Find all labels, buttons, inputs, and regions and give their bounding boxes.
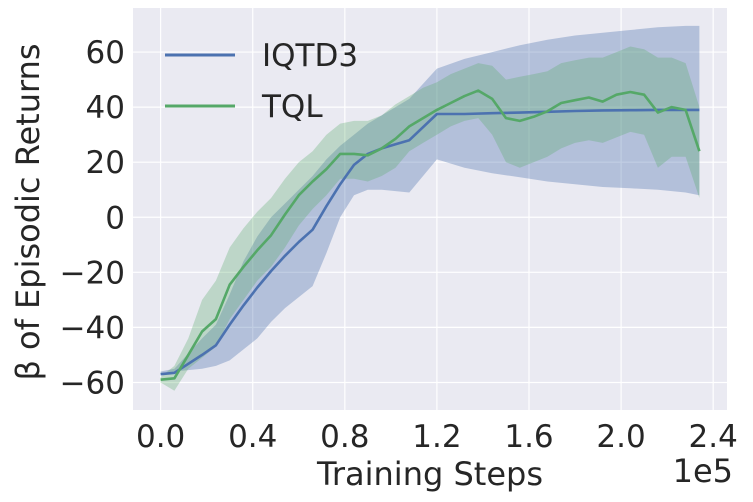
y-tick-label: −40 — [60, 310, 125, 346]
x-axis-ticks: 0.0 0.4 0.8 1.2 1.6 2.0 2.4 — [136, 419, 738, 455]
confidence-bands — [160, 25, 700, 391]
x-tick-label: 0.0 — [136, 419, 185, 455]
series-lines — [160, 89, 701, 381]
y-axis-ticks: −60 −40 −20 0 20 40 60 — [60, 35, 125, 401]
x-axis-offset-label: 1e5 — [673, 452, 733, 490]
y-tick-label: −60 — [60, 365, 125, 401]
x-tick-label: 2.4 — [689, 419, 738, 455]
y-axis-label: β of Episodic Returns — [9, 43, 47, 380]
band-tql — [160, 46, 700, 391]
y-tick-label: 60 — [86, 35, 125, 71]
legend: IQTD3 TQL — [165, 38, 358, 125]
legend-label-iqtd3: IQTD3 — [262, 38, 358, 74]
x-tick-label: 1.2 — [412, 419, 461, 455]
x-tick-label: 1.6 — [504, 419, 553, 455]
y-tick-label: 0 — [105, 200, 125, 236]
y-tick-label: 20 — [86, 145, 125, 181]
grid — [133, 8, 727, 410]
x-tick-label: 0.4 — [228, 419, 277, 455]
x-tick-label: 0.8 — [320, 419, 369, 455]
legend-label-tql: TQL — [261, 89, 323, 125]
y-tick-label: 40 — [86, 90, 125, 126]
y-tick-label: −20 — [60, 255, 125, 291]
line-tql — [160, 89, 701, 381]
band-iqtd3 — [160, 25, 700, 375]
x-axis-label: Training Steps — [316, 455, 543, 493]
plot-background — [133, 8, 727, 410]
x-tick-label: 2.0 — [596, 419, 645, 455]
